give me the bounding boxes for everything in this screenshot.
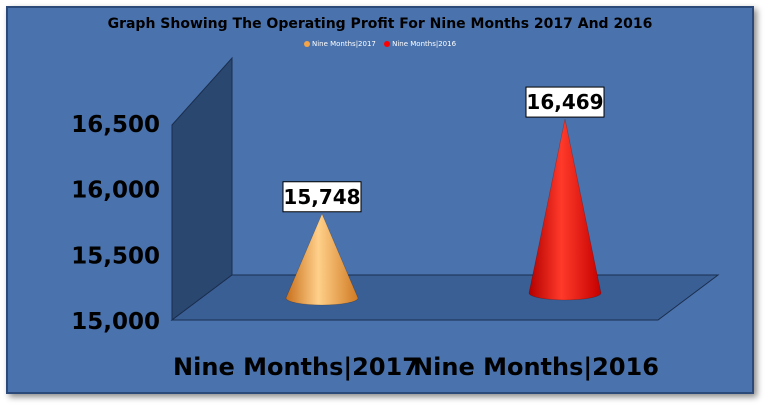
data-label: 16,469 <box>525 86 605 118</box>
legend-label-2017: Nine Months|2017 <box>311 40 376 48</box>
cone-bar <box>285 212 359 306</box>
y-tick-label: 15,000 <box>71 309 160 335</box>
floor <box>170 274 720 321</box>
chart-frame: Graph Showing The Operating Profit For N… <box>6 6 754 394</box>
back-wall <box>171 56 233 321</box>
data-label-box <box>282 181 362 213</box>
chart-legend: Nine Months|2017 Nine Months|2016 <box>8 40 752 49</box>
legend-entry-2016: Nine Months|2016 <box>384 40 456 48</box>
y-tick-label: 15,500 <box>71 243 160 269</box>
legend-swatch-2016 <box>384 41 391 47</box>
chart-title: Graph Showing The Operating Profit For N… <box>107 16 653 32</box>
legend-swatch-2017 <box>303 41 310 47</box>
y-tick-label: 16,000 <box>71 178 160 204</box>
data-label-text: 16,469 <box>526 90 603 114</box>
cone-bar <box>528 119 602 301</box>
x-tick-label: Nine Months|2016 <box>413 353 659 381</box>
data-label-box <box>525 86 605 118</box>
legend-entry-2017: Nine Months|2017 <box>303 40 376 48</box>
y-tick-label: 16,500 <box>71 112 160 138</box>
legend-label-2016: Nine Months|2016 <box>392 40 457 48</box>
x-tick-label: Nine Months|2017 <box>173 353 419 381</box>
data-label-text: 15,748 <box>283 185 360 209</box>
data-label: 15,748 <box>282 181 362 213</box>
